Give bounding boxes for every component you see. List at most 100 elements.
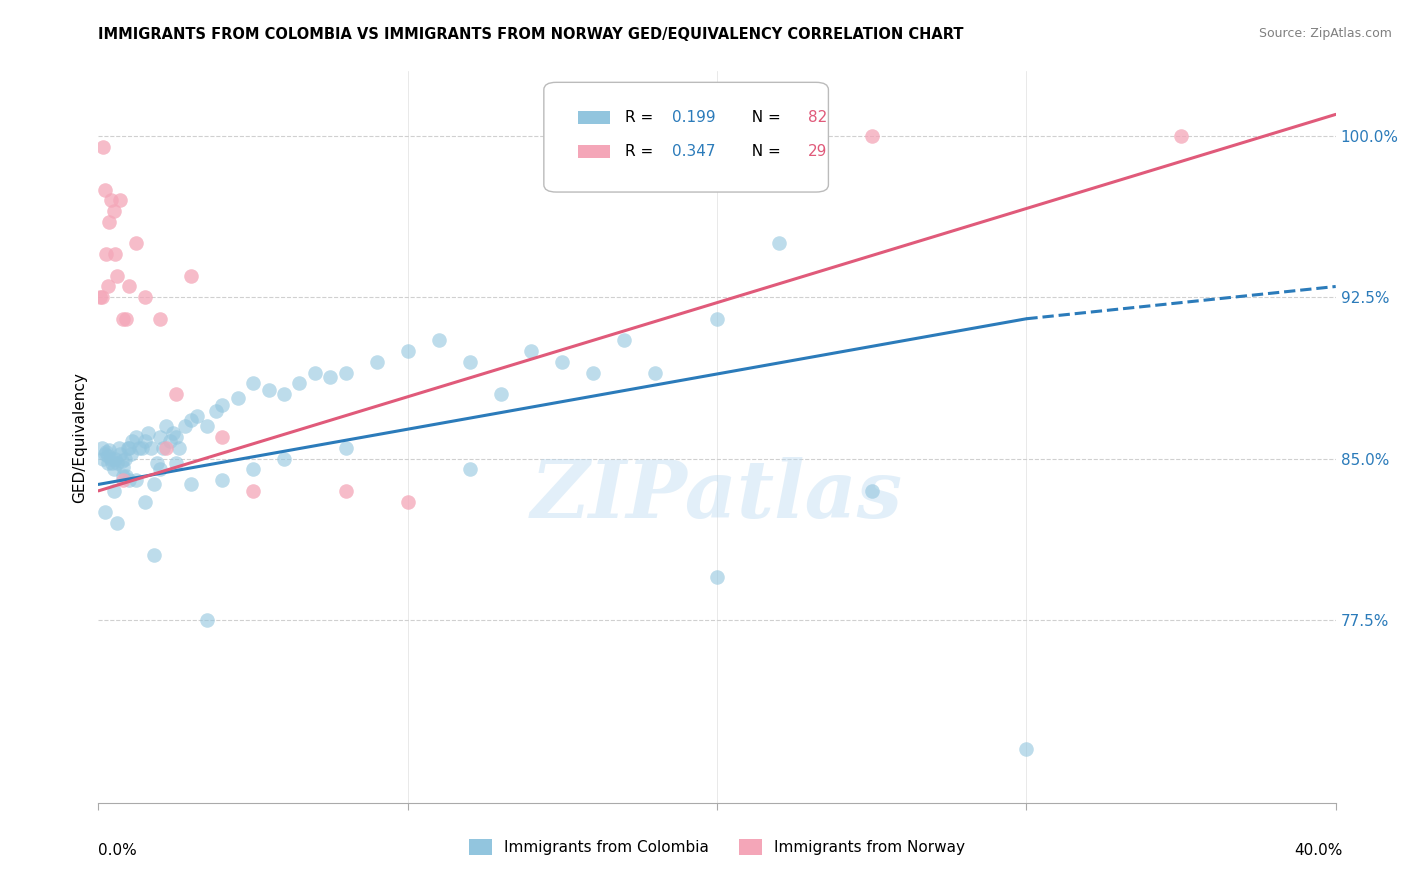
Point <box>103 462 125 476</box>
Point <box>427 333 450 347</box>
Point <box>242 376 264 391</box>
Point <box>112 311 135 326</box>
Point <box>114 451 136 466</box>
Point <box>98 215 121 229</box>
Point <box>101 456 124 470</box>
Point <box>128 441 150 455</box>
Point <box>242 483 264 498</box>
Text: 0.347: 0.347 <box>672 145 716 160</box>
Point <box>143 477 166 491</box>
Point <box>100 451 122 466</box>
Point <box>613 333 636 347</box>
Point <box>131 441 153 455</box>
FancyBboxPatch shape <box>578 111 610 124</box>
Point <box>89 290 111 304</box>
Text: 29: 29 <box>807 145 827 160</box>
Point <box>115 311 138 326</box>
Point <box>105 516 128 530</box>
Point <box>152 441 174 455</box>
Point <box>211 473 233 487</box>
Point <box>108 447 131 461</box>
Point <box>136 425 159 440</box>
Point <box>366 355 388 369</box>
Point <box>149 462 172 476</box>
Point <box>103 483 125 498</box>
Point <box>107 441 129 455</box>
Text: 40.0%: 40.0% <box>1295 843 1343 858</box>
Text: 82: 82 <box>807 110 827 125</box>
Point <box>195 613 218 627</box>
Point <box>180 268 202 283</box>
Point <box>134 494 156 508</box>
Point <box>335 441 357 455</box>
Point <box>112 473 135 487</box>
Point <box>105 268 128 283</box>
Point <box>143 549 166 563</box>
Point <box>242 462 264 476</box>
Point <box>121 434 143 449</box>
Point <box>96 445 118 459</box>
Point <box>226 392 249 406</box>
Point <box>180 477 202 491</box>
Point <box>180 413 202 427</box>
Point <box>644 366 666 380</box>
Point <box>860 128 883 143</box>
Point <box>165 387 187 401</box>
Point <box>155 441 177 455</box>
Point <box>186 409 208 423</box>
Point <box>111 454 132 468</box>
Point <box>768 236 790 251</box>
Point <box>90 290 112 304</box>
Point <box>165 430 187 444</box>
Point <box>520 344 543 359</box>
Point <box>108 194 131 208</box>
Point <box>100 194 122 208</box>
Point <box>98 442 121 457</box>
Point <box>706 311 728 326</box>
Point <box>149 311 172 326</box>
Point <box>273 387 295 401</box>
Point <box>1015 742 1038 756</box>
Point <box>146 456 169 470</box>
Text: 0.0%: 0.0% <box>98 843 138 858</box>
Legend: Immigrants from Colombia, Immigrants from Norway: Immigrants from Colombia, Immigrants fro… <box>463 833 972 861</box>
Point <box>118 279 141 293</box>
Point <box>134 434 156 449</box>
Text: Source: ZipAtlas.com: Source: ZipAtlas.com <box>1258 27 1392 40</box>
Point <box>118 473 141 487</box>
Text: ZIPatlas: ZIPatlas <box>531 457 903 534</box>
Point <box>97 456 120 470</box>
Point <box>257 383 280 397</box>
Point <box>1170 128 1192 143</box>
Point <box>211 398 233 412</box>
Point <box>105 456 128 470</box>
Point <box>97 279 120 293</box>
Point <box>174 419 197 434</box>
Text: N =: N = <box>742 110 786 125</box>
Point <box>104 247 127 261</box>
Point <box>112 460 135 475</box>
Point <box>489 387 512 401</box>
Point <box>93 183 115 197</box>
Text: R =: R = <box>624 145 658 160</box>
Point <box>118 441 141 455</box>
Point <box>551 355 574 369</box>
Text: IMMIGRANTS FROM COLOMBIA VS IMMIGRANTS FROM NORWAY GED/EQUIVALENCY CORRELATION C: IMMIGRANTS FROM COLOMBIA VS IMMIGRANTS F… <box>98 27 965 42</box>
FancyBboxPatch shape <box>544 82 828 192</box>
Point <box>195 419 218 434</box>
FancyBboxPatch shape <box>578 145 610 159</box>
Point <box>335 483 357 498</box>
Point <box>205 404 228 418</box>
Text: R =: R = <box>624 110 658 125</box>
Point <box>288 376 311 391</box>
Point <box>706 128 728 143</box>
Point <box>582 366 605 380</box>
Point <box>93 447 115 461</box>
Point <box>103 204 125 219</box>
Text: 0.199: 0.199 <box>672 110 716 125</box>
Point <box>91 451 114 466</box>
Point <box>120 447 142 461</box>
Point <box>155 419 177 434</box>
Point <box>124 236 146 251</box>
Point <box>159 434 181 449</box>
